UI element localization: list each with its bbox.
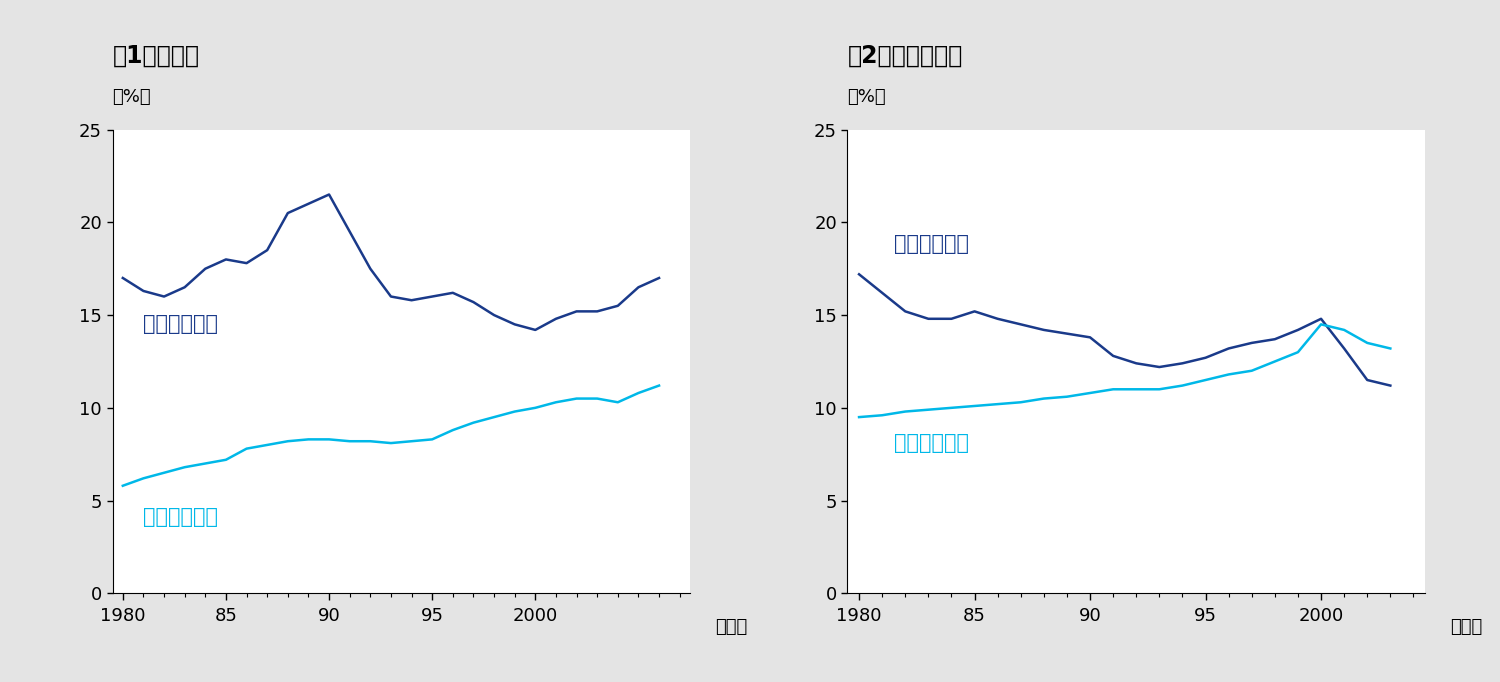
Text: （年）: （年） bbox=[716, 618, 747, 636]
Text: （%）: （%） bbox=[847, 88, 886, 106]
Text: （2）　アメリカ: （2） アメリカ bbox=[847, 44, 963, 68]
Text: （年）: （年） bbox=[1450, 618, 1482, 636]
Text: 無形資産投資: 無形資産投資 bbox=[144, 507, 219, 527]
Text: （1）　日本: （1） 日本 bbox=[112, 44, 200, 68]
Text: 無形資産投資: 無形資産投資 bbox=[894, 432, 969, 453]
Text: （%）: （%） bbox=[112, 88, 152, 106]
Text: 有形資産投資: 有形資産投資 bbox=[144, 314, 219, 334]
Text: 有形資産投資: 有形資産投資 bbox=[894, 234, 969, 254]
